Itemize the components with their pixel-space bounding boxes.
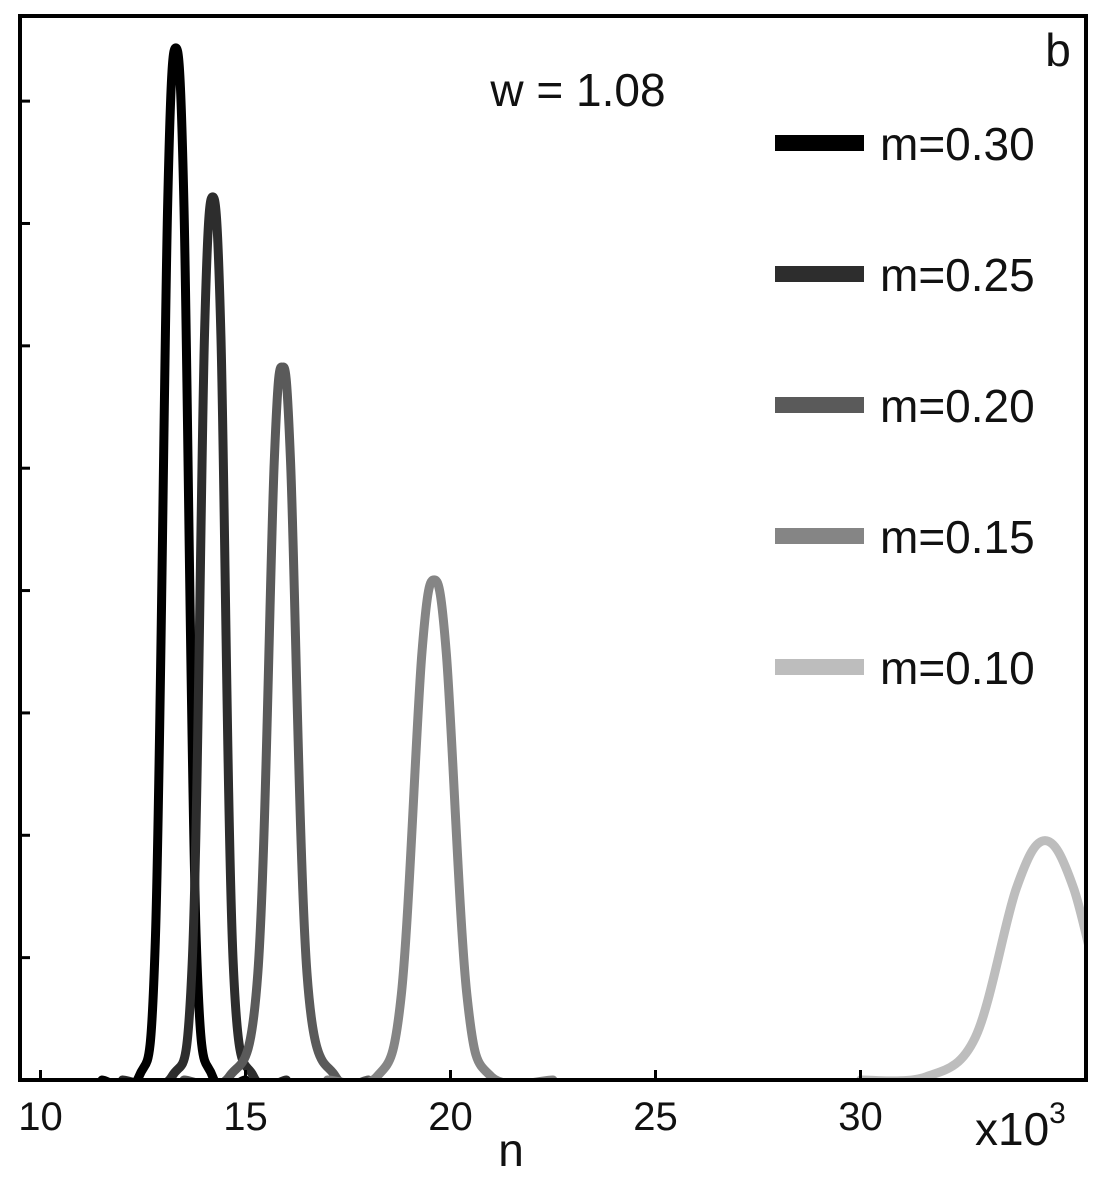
legend-label-m-0-15: m=0.15 [880, 511, 1035, 563]
x-multiplier-base: x10 [975, 1103, 1049, 1155]
panel-label: b [1045, 24, 1071, 76]
series-layer [97, 43, 1086, 1080]
annotation: w = 1.08 [489, 64, 665, 116]
x-multiplier-exponent: 3 [1049, 1097, 1066, 1130]
legend: m=0.30 m=0.25 m=0.20 m=0.15 m=0.10 [775, 118, 1035, 694]
x-tick-label-20: 20 [428, 1095, 473, 1139]
series-line-m-0-30 [97, 43, 250, 1080]
series-line-m-0-20 [179, 362, 373, 1080]
legend-label-m-0-20: m=0.20 [880, 380, 1035, 432]
legend-label-m-0-25: m=0.25 [880, 249, 1035, 301]
legend-label-m-0-30: m=0.30 [880, 118, 1035, 170]
plot-frame [18, 14, 1088, 1082]
x-tick-label-10: 10 [18, 1095, 63, 1139]
x-multiplier: x103 [975, 1097, 1066, 1155]
x-tick-labels: 10 15 20 25 30 [18, 1095, 883, 1139]
x-tick-label-25: 25 [633, 1095, 678, 1139]
series-line-m-0-15 [323, 575, 558, 1080]
x-tick-label-15: 15 [223, 1095, 268, 1139]
x-tick-label-30: 30 [838, 1095, 883, 1139]
legend-label-m-0-10: m=0.10 [880, 642, 1035, 694]
x-axis-label: n [498, 1124, 524, 1176]
series-line-m-0-10 [856, 836, 1086, 1080]
series-line-m-0-25 [118, 192, 291, 1080]
